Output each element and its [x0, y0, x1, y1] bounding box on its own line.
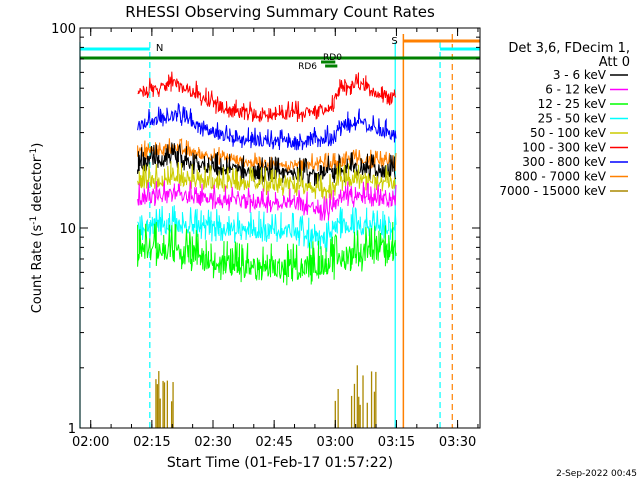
x-tick-label: 02:30: [194, 435, 231, 450]
legend-label: 12 - 25 keV: [538, 97, 607, 111]
series-layer: [137, 71, 397, 286]
legend-label: 800 - 7000 keV: [515, 170, 607, 184]
y-tick-label: 10: [59, 222, 76, 237]
timestamp: 2-Sep-2022 00:45: [556, 469, 637, 479]
night-flag-label: N: [156, 43, 163, 54]
legend-label: 300 - 800 keV: [522, 155, 606, 169]
saa-flag-label: S: [391, 36, 397, 47]
series-line-4: [137, 142, 397, 187]
legend-label: 100 - 300 keV: [522, 141, 606, 155]
x-tick-label: 02:15: [133, 435, 170, 450]
y-tick-label: 100: [51, 22, 76, 37]
series-line-8: [137, 221, 397, 286]
series-line-2: [137, 103, 397, 151]
legend-header-line2: Att 0: [599, 55, 630, 70]
y-axis-label: Count Rate (s-1 detector-1): [29, 143, 45, 314]
legend-label: 25 - 50 keV: [538, 112, 607, 126]
chart-title: RHESSI Observing Summary Count Rates: [125, 3, 435, 21]
x-tick-label: 03:30: [439, 435, 476, 450]
x-axis-label: Start Time (01-Feb-17 01:57:22): [167, 455, 393, 471]
legend-label: 7000 - 15000 keV: [499, 184, 606, 198]
x-tick-label: 02:45: [255, 435, 292, 450]
legend-header-line1: Det 3,6, FDecim 1,: [508, 41, 630, 56]
y-tick-label: 1: [68, 422, 76, 437]
axes-layer: 02:00 02:15 02:30 02:45 03:00 03:15 03:30 1 10 10…: [51, 22, 480, 450]
flag-bars-layer: N S RD0 RD6: [80, 36, 480, 72]
series-line-1: [137, 71, 396, 123]
series-line-6: [137, 180, 397, 221]
series-line-7: [137, 205, 397, 252]
legend-label: 6 - 12 keV: [545, 83, 607, 97]
x-tick-label: 03:00: [317, 435, 354, 450]
legend-label: 3 - 6 keV: [553, 68, 607, 82]
x-tick-label: 02:00: [72, 435, 109, 450]
x-tick-label: 03:15: [378, 435, 415, 450]
high-energy-spikes-layer: [155, 365, 377, 428]
rd0-flag-label: RD0: [323, 53, 342, 63]
rd6-flag-label: RD6: [298, 62, 317, 72]
legend-label: 50 - 100 keV: [530, 126, 607, 140]
